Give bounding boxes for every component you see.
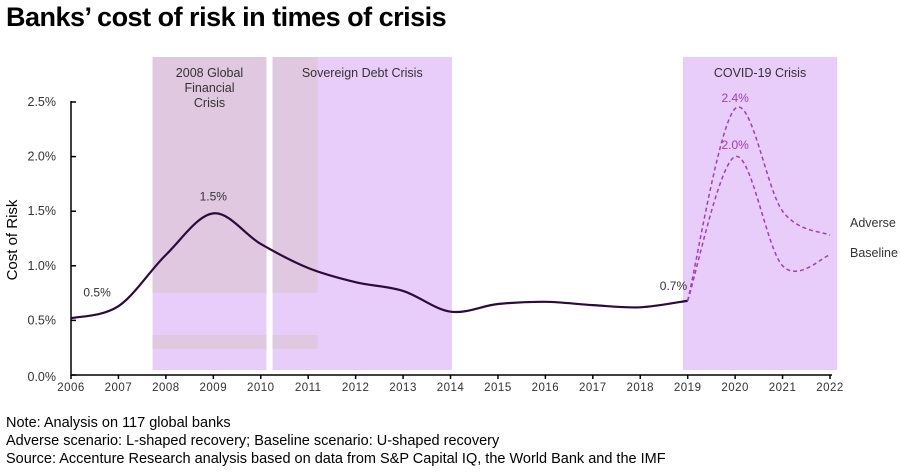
data-label: 2.4% [721,91,749,105]
x-tick-label: 2012 [342,382,370,394]
note-line: Note: Analysis on 117 global banks [6,415,231,431]
period-label: 2008 Global [176,66,243,80]
x-tick-label: 2015 [484,382,512,394]
x-tick-label: 2008 [152,382,180,394]
x-tick-label: 2009 [200,382,228,394]
y-tick-label: 1.5% [28,204,57,218]
notes: Note: Analysis on 117 global banks Adver… [6,414,666,468]
x-tick-label: 2010 [247,382,275,394]
data-label: 0.5% [83,285,111,299]
period-label: Financial [185,81,235,95]
y-tick-label: 2.5% [28,95,57,109]
x-tick-label: 2017 [579,382,607,394]
series-line-baseline [686,155,831,301]
y-tick-label: 0.5% [28,313,57,327]
shaded-overlap [152,57,267,293]
data-label: 2.0% [721,138,749,152]
x-tick-label: 2019 [674,382,702,394]
period-label: Crisis [194,96,225,110]
series-line-historical [70,212,688,320]
y-tick-label: 2.0% [28,150,57,164]
x-tick-label: 2021 [769,382,797,394]
x-tick-label: 2006 [57,382,85,394]
x-tick-label: 2022 [816,382,844,394]
legend-label: Adverse [850,216,896,230]
shaded-period [682,57,838,370]
data-label: 1.5% [200,189,228,203]
x-tick-label: 2018 [626,382,654,394]
period-label: COVID-19 Crisis [714,66,806,80]
legend-label: Baseline [850,246,898,260]
x-tick-label: 2013 [389,382,417,394]
x-tick-label: 2016 [532,382,560,394]
x-tick-label: 2020 [721,382,749,394]
data-label: 0.7% [660,279,688,293]
series-line-adverse [686,106,831,301]
x-tick-label: 2007 [105,382,133,394]
period-label: Sovereign Debt Crisis [302,66,423,80]
shaded-overlap [272,57,318,293]
x-tick-label: 2011 [295,382,322,394]
shaded-overlap [152,335,267,349]
chart-title: Banks’ cost of risk in times of crisis [6,2,447,32]
y-axis-label: Cost of Risk [4,199,21,280]
y-tick-label: 0.0% [28,370,57,384]
x-tick-label: 2014 [437,382,465,394]
note-line: Adverse scenario: L-shaped recovery; Bas… [6,433,500,449]
note-line: Source: Accenture Research analysis base… [6,451,666,467]
y-tick-label: 1.0% [28,259,57,273]
shaded-overlap [272,335,318,349]
